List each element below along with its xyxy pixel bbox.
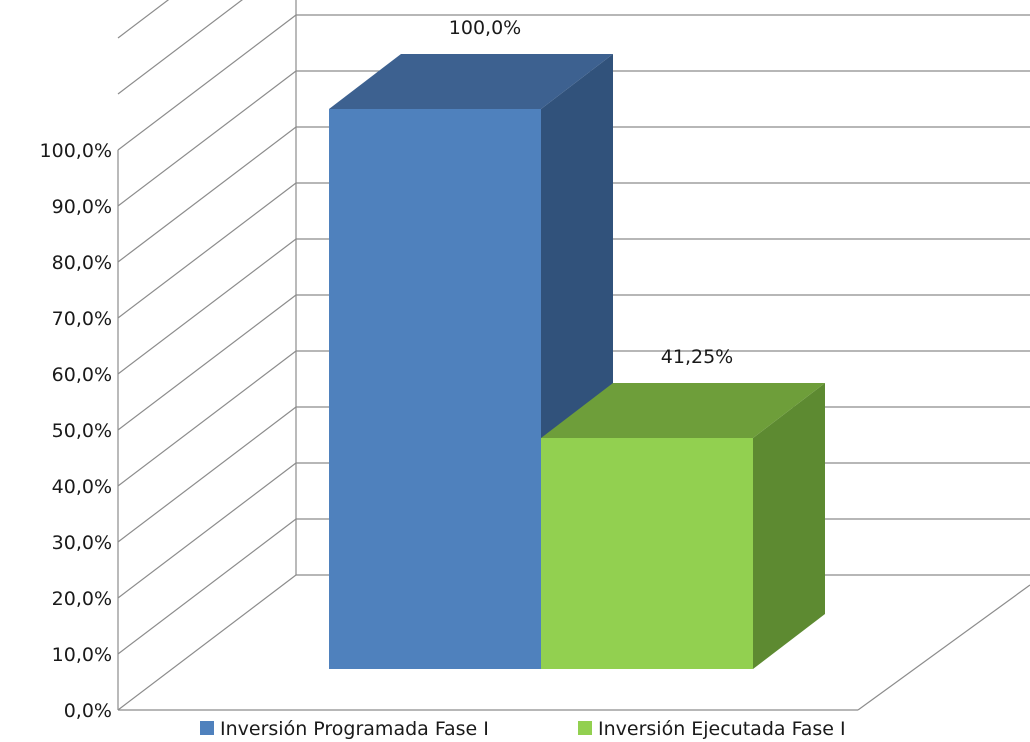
gridline-diagonal: [117, 182, 297, 319]
bar-top-face: [329, 54, 613, 109]
y-tick-label: 70,0%: [52, 308, 112, 330]
bar-top-face: [541, 383, 825, 438]
legend-item-2: Inversión Ejecutada Fase I: [578, 718, 846, 740]
legend: Inversión Programada Fase I Inversión Eje…: [200, 718, 846, 740]
bar-front-face: [541, 438, 753, 669]
y-tick-label: 40,0%: [52, 476, 112, 498]
y-tick-label: 60,0%: [52, 364, 112, 386]
legend-item-1: Inversión Programada Fase I: [200, 718, 489, 740]
legend-label: Inversión Ejecutada Fase I: [598, 718, 846, 740]
bar-front-face: [329, 109, 541, 669]
y-tick-label: 80,0%: [52, 252, 112, 274]
gridline-diagonal: [117, 350, 297, 487]
gridline-diagonal: [117, 14, 297, 151]
bars: [329, 54, 825, 669]
legend-label: Inversión Programada Fase I: [220, 718, 489, 740]
gridline-diagonal: [117, 126, 297, 263]
y-tick-label: 0,0%: [64, 700, 112, 722]
gridline-diagonal: [117, 70, 297, 207]
y-tick-label: 100,0%: [40, 140, 112, 162]
data-labels: 100,0% 41,25%: [449, 17, 733, 368]
y-tick-label: 10,0%: [52, 644, 112, 666]
legend-swatch: [578, 721, 592, 735]
gridline-diagonal: [117, 0, 170, 39]
floor-right-edge: [857, 584, 1030, 711]
data-label-1: 100,0%: [449, 17, 521, 39]
gridline-diagonal: [117, 0, 243, 95]
y-tick-label: 20,0%: [52, 588, 112, 610]
bar-side-face: [753, 383, 825, 669]
gridline-diagonal: [117, 238, 297, 375]
y-tick-label: 30,0%: [52, 532, 112, 554]
gridline-diagonal: [117, 406, 297, 543]
y-tick-label: 50,0%: [52, 420, 112, 442]
gridline-diagonal: [117, 294, 297, 431]
y-tick-label: 90,0%: [52, 196, 112, 218]
gridline-diagonal: [117, 574, 297, 711]
gridline-diagonal: [117, 462, 297, 599]
legend-swatch: [200, 721, 214, 735]
y-axis-ticks: 0,0% 10,0% 20,0% 30,0% 40,0% 50,0% 60,0% 70,0% 8…: [40, 140, 112, 722]
bar-2: [541, 383, 825, 669]
gridline-diagonal: [117, 518, 297, 655]
data-label-2: 41,25%: [661, 346, 733, 368]
